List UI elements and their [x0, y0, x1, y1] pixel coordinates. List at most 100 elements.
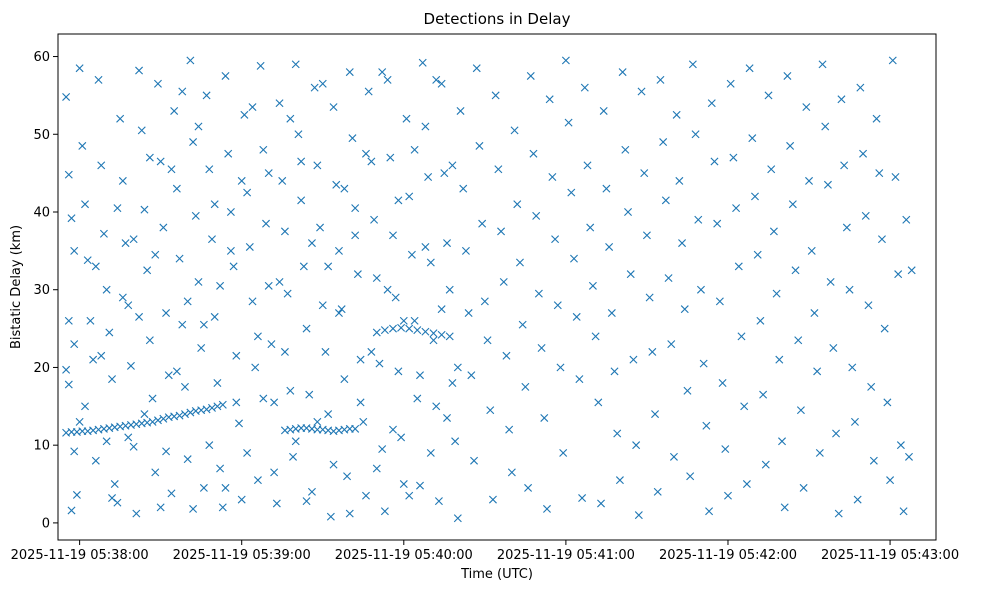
detection-point — [553, 301, 562, 310]
detection-point — [732, 204, 741, 213]
detection-point — [778, 437, 787, 446]
detection-point — [421, 327, 430, 336]
detection-point — [105, 328, 114, 337]
detection-point — [153, 79, 162, 88]
detection-point — [372, 464, 381, 473]
detection-point — [361, 491, 370, 500]
detection-point — [397, 323, 406, 332]
detection-point — [226, 208, 235, 216]
detection-point — [786, 141, 795, 150]
y-axis-label: Bistatic Delay (km) — [9, 225, 24, 349]
detection-point — [453, 514, 462, 523]
detection-point — [351, 424, 360, 433]
detection-point — [183, 297, 192, 306]
detection-point — [86, 316, 95, 325]
detection-point — [769, 227, 778, 236]
detection-point — [405, 192, 414, 201]
detection-point — [502, 351, 511, 360]
detection-point — [97, 161, 106, 170]
x-axis: 2025-11-19 05:38:00 2025-11-19 05:39:00 20… — [11, 540, 959, 563]
detection-point — [624, 208, 633, 216]
detection-point — [888, 56, 897, 65]
detection-point — [815, 448, 824, 457]
detection-point — [67, 214, 76, 223]
detection-point — [805, 176, 814, 185]
detection-point — [159, 223, 168, 232]
detection-point — [189, 504, 198, 513]
detection-point — [426, 258, 435, 267]
chart-title: Detections in Delay — [424, 10, 571, 28]
detection-point — [540, 413, 549, 422]
detection-point — [421, 242, 430, 251]
y-tick-label: 60 — [33, 50, 50, 65]
detection-point — [556, 363, 565, 372]
detection-point — [248, 297, 257, 306]
detection-point — [172, 184, 181, 193]
detection-point — [829, 344, 838, 353]
detection-point — [194, 277, 203, 286]
detection-point — [580, 83, 589, 92]
detection-point — [832, 429, 841, 438]
detection-point — [380, 326, 389, 335]
x-tick-label: 2025-11-19 05:39:00 — [173, 548, 311, 563]
detection-point — [143, 266, 152, 275]
detection-point — [515, 258, 524, 267]
detection-point — [359, 417, 368, 426]
detection-point — [108, 494, 117, 503]
detection-point — [475, 141, 484, 150]
detection-point — [202, 405, 211, 414]
detection-point — [232, 351, 241, 360]
detection-point — [713, 219, 722, 228]
detection-point — [124, 433, 133, 442]
detection-point — [270, 398, 279, 407]
detection-point — [443, 239, 452, 248]
detection-point — [551, 235, 560, 244]
detection-point — [756, 316, 765, 325]
detection-point — [859, 149, 868, 158]
detection-point — [218, 503, 227, 512]
detection-point — [761, 460, 770, 469]
detection-point — [370, 215, 379, 224]
detection-point — [191, 211, 200, 220]
detection-point — [389, 231, 397, 240]
detection-point — [280, 347, 289, 356]
detection-point — [175, 254, 184, 263]
detection-point — [140, 205, 149, 214]
detection-point — [834, 509, 843, 518]
detection-point — [688, 60, 697, 69]
x-tick-label: 2025-11-19 05:38:00 — [11, 548, 149, 563]
detection-point — [129, 442, 138, 451]
detection-point — [135, 66, 144, 75]
detection-point — [518, 320, 527, 329]
detection-point — [407, 250, 416, 259]
detection-point — [302, 497, 311, 506]
detection-point — [529, 149, 538, 158]
detection-point — [126, 361, 135, 370]
detection-point — [329, 103, 338, 112]
detection-point — [197, 344, 206, 353]
y-tick-label: 50 — [33, 128, 50, 143]
detection-point — [99, 229, 108, 238]
detection-point — [289, 452, 298, 461]
detection-point — [97, 351, 106, 360]
detection-point — [605, 242, 614, 251]
detection-point — [767, 165, 776, 174]
detection-point — [715, 297, 724, 306]
detection-point — [305, 390, 314, 399]
detection-point — [883, 398, 892, 407]
detection-point — [456, 106, 465, 115]
detection-point — [494, 165, 503, 174]
detection-point — [564, 118, 573, 127]
detection-point — [83, 256, 92, 265]
detection-point — [669, 452, 678, 461]
detection-point — [213, 379, 222, 387]
detection-point — [394, 196, 403, 205]
detection-point — [340, 184, 349, 193]
detection-point — [151, 468, 160, 477]
detection-point — [345, 509, 354, 518]
detection-point — [259, 394, 268, 403]
detection-point — [607, 309, 616, 318]
detection-point — [410, 316, 419, 325]
detection-point — [845, 285, 854, 294]
detection-point — [532, 211, 541, 220]
